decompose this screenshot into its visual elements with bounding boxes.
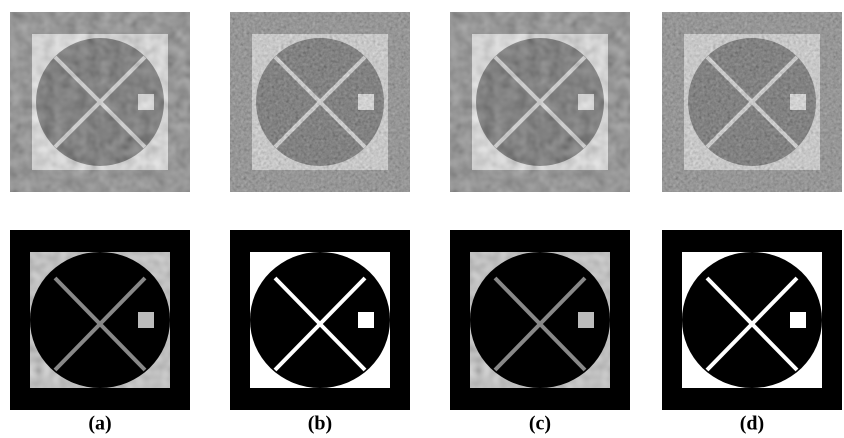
noisy-image	[662, 12, 842, 192]
noisy-image	[230, 12, 410, 192]
noise	[10, 12, 190, 192]
figure: (a) (b) (c) (d)	[0, 0, 844, 438]
panel-label: (c)	[529, 413, 551, 435]
small-square	[358, 312, 374, 328]
noise	[662, 12, 842, 192]
segmented-image	[662, 230, 842, 410]
noise	[230, 12, 410, 192]
segmented-image	[450, 230, 630, 410]
panel-label: (a)	[88, 413, 111, 435]
small-square	[790, 312, 806, 328]
panel-label: (b)	[308, 413, 332, 435]
panel-label: (d)	[740, 413, 764, 435]
segmented-image	[10, 230, 190, 410]
small-square	[578, 312, 594, 328]
noise	[450, 12, 630, 192]
noisy-image	[10, 12, 190, 192]
small-square	[138, 312, 154, 328]
noisy-image	[450, 12, 630, 192]
segmented-image	[230, 230, 410, 410]
